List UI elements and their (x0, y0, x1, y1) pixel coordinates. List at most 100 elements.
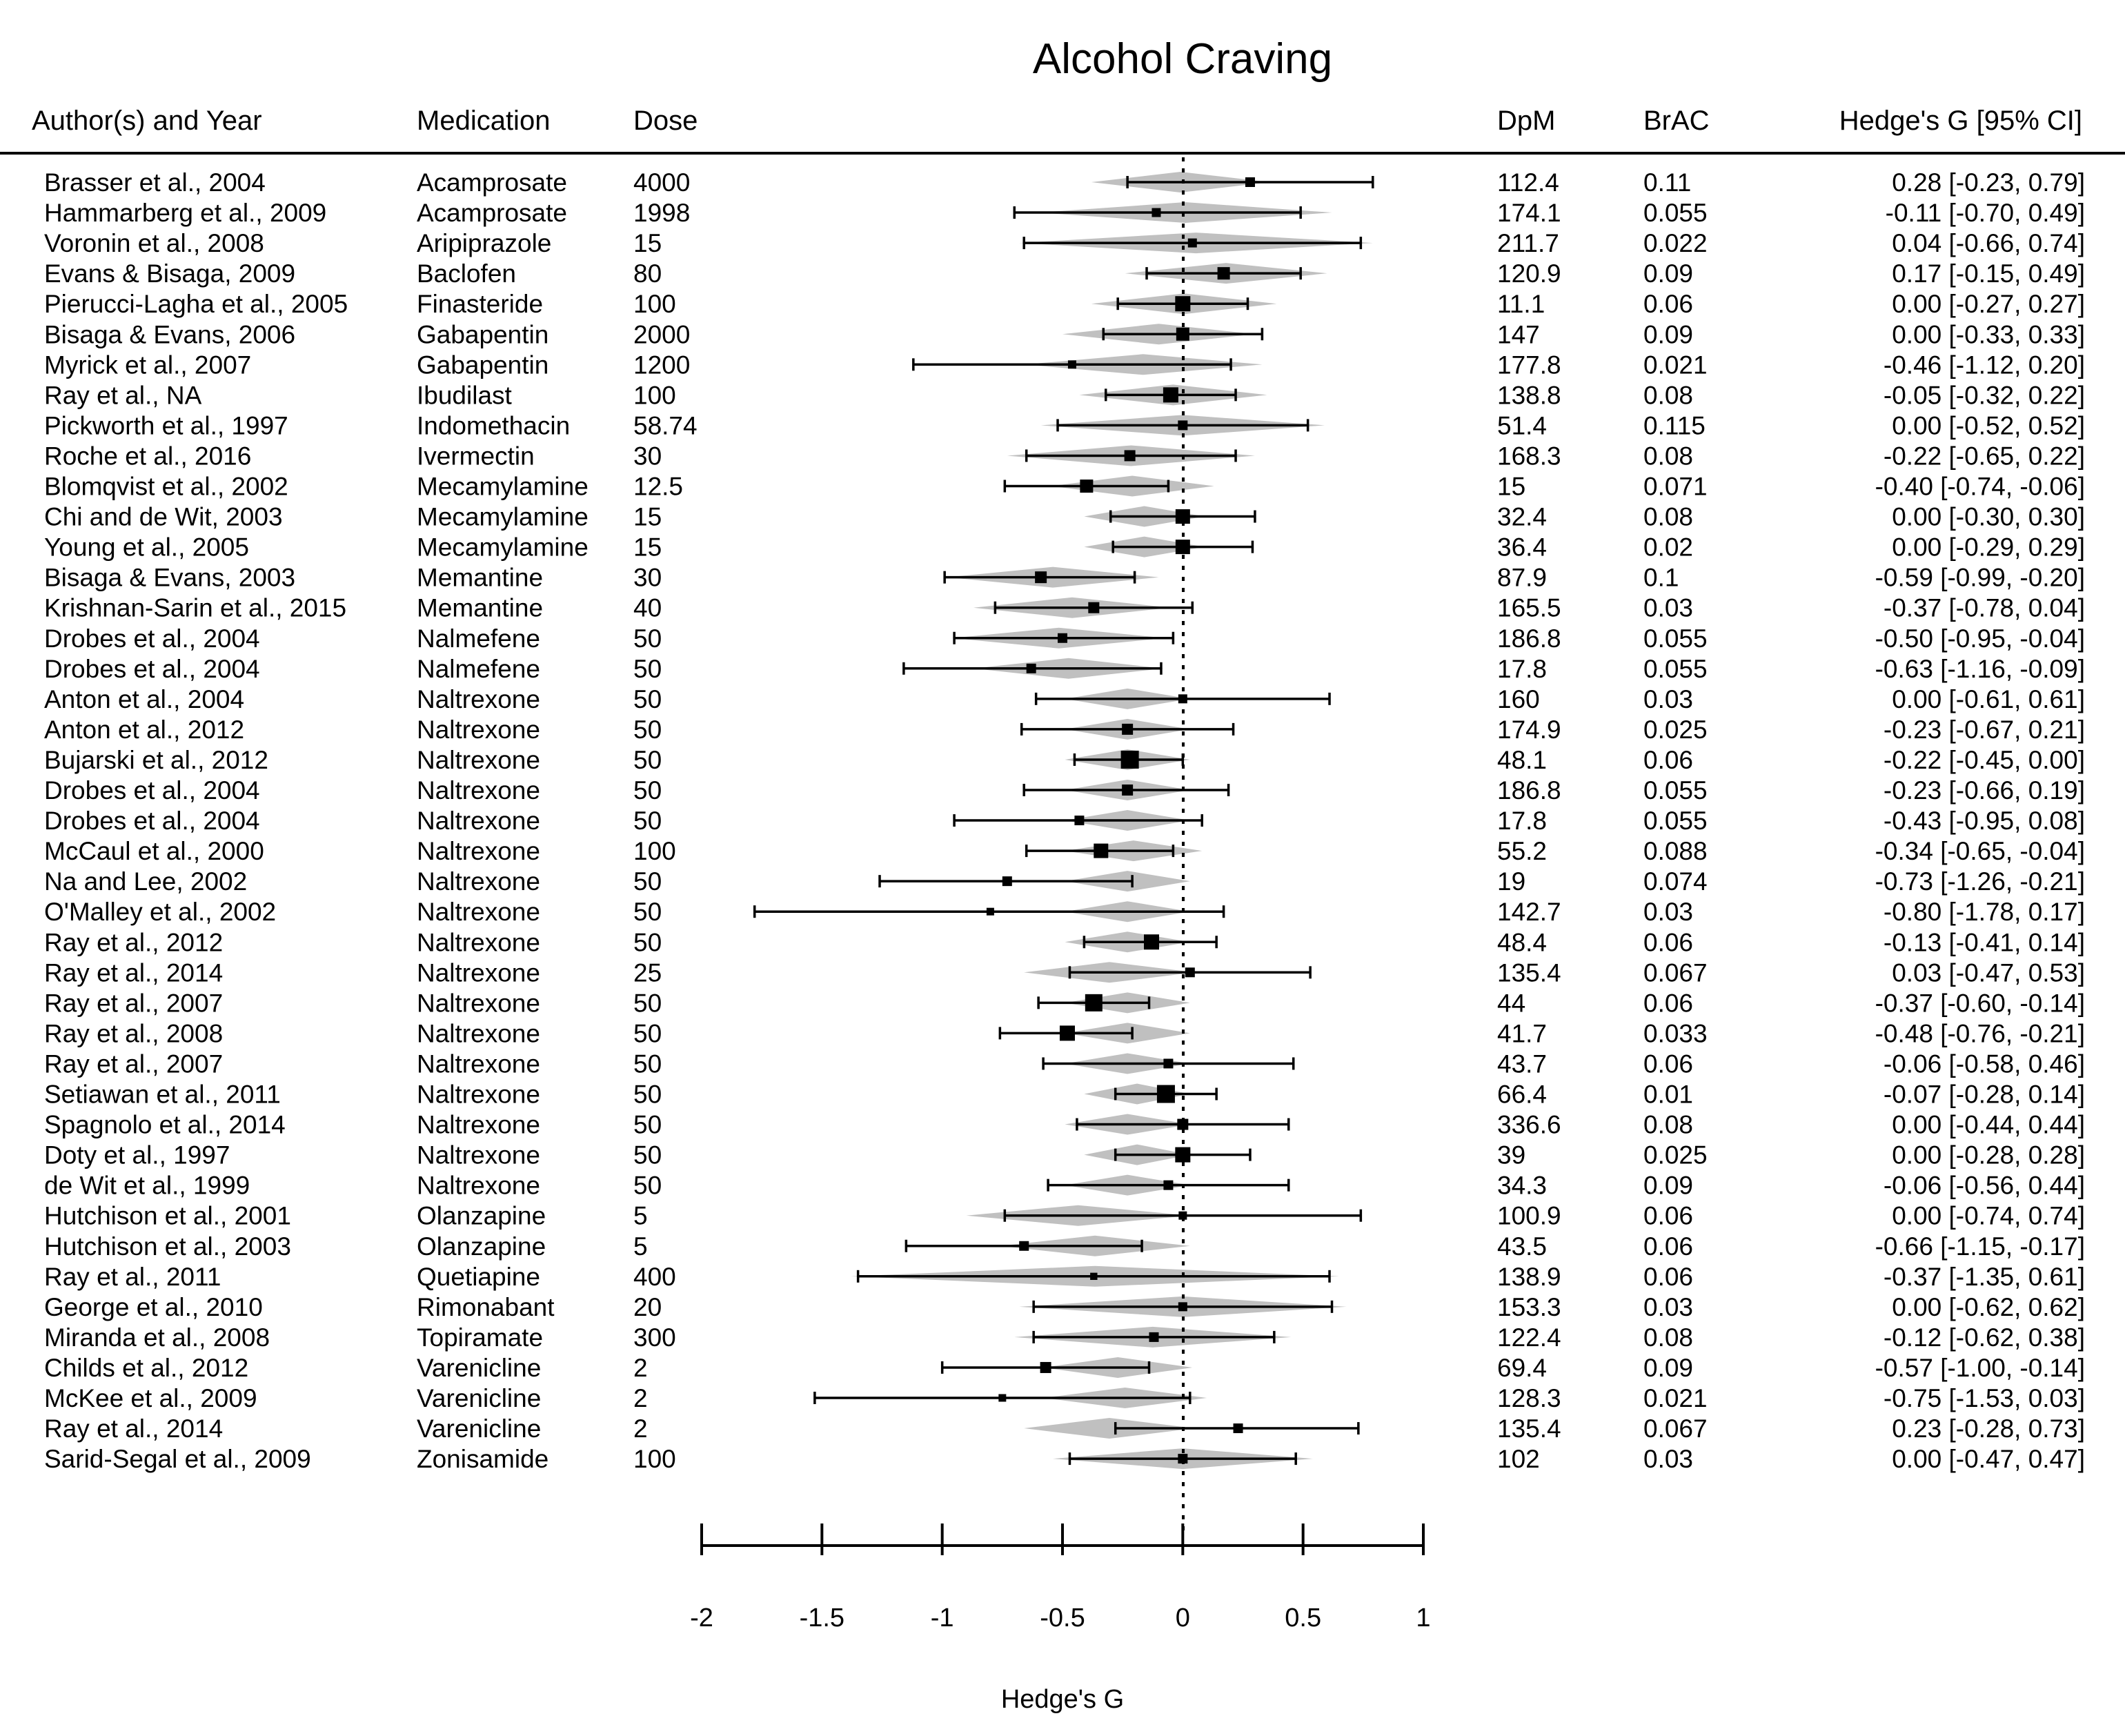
point-estimate (1177, 1118, 1189, 1130)
medication-label: Nalmefene (417, 624, 540, 653)
dose-label: 30 (633, 442, 662, 470)
dpm-label: 186.8 (1497, 624, 1561, 653)
point-estimate (1040, 1361, 1051, 1373)
author-label: Myrick et al., 2007 (44, 351, 251, 379)
brac-label: 0.08 (1643, 442, 1693, 470)
author-label: Brasser et al., 2004 (44, 168, 266, 197)
dose-label: 50 (633, 1019, 662, 1047)
x-tick-label: -1 (931, 1604, 954, 1633)
ci-label: -0.13 [-0.41, 0.14] (1884, 928, 2085, 956)
dpm-label: 87.9 (1497, 564, 1547, 592)
dpm-label: 69.4 (1497, 1354, 1547, 1382)
author-label: Hammarberg et al., 2009 (44, 199, 326, 227)
medication-label: Varenicline (417, 1384, 541, 1412)
brac-label: 0.055 (1643, 807, 1708, 835)
author-label: Pickworth et al., 1997 (44, 411, 288, 440)
medication-label: Aripiprazole (417, 229, 551, 257)
medication-label: Zonisamide (417, 1445, 548, 1473)
dpm-label: 51.4 (1497, 411, 1547, 440)
ci-label: -0.06 [-0.58, 0.46] (1884, 1049, 2085, 1078)
dose-label: 100 (633, 1445, 676, 1473)
x-tick-label: -2 (690, 1604, 713, 1633)
author-label: Roche et al., 2016 (44, 442, 251, 470)
x-tick-label: 0.5 (1285, 1604, 1321, 1633)
prediction-interval (1024, 1418, 1195, 1439)
point-estimate (1175, 296, 1191, 312)
dpm-label: 43.5 (1497, 1232, 1547, 1261)
author-label: Drobes et al., 2004 (44, 624, 260, 653)
header-dose: Dose (633, 106, 698, 136)
ci-label: -0.63 [-1.16, -0.09] (1875, 655, 2085, 683)
brac-label: 0.022 (1643, 229, 1708, 257)
dose-label: 50 (633, 716, 662, 744)
dose-label: 58.74 (633, 411, 698, 440)
dose-label: 50 (633, 1172, 662, 1200)
dpm-label: 112.4 (1497, 168, 1559, 197)
chart-title: Alcohol Craving (1033, 35, 1332, 83)
brac-label: 0.055 (1643, 199, 1708, 227)
point-estimate (1178, 420, 1188, 431)
medication-label: Naltrexone (417, 1172, 540, 1200)
dose-label: 15 (633, 229, 662, 257)
ci-label: 0.00 [-0.52, 0.52] (1892, 411, 2085, 440)
medication-label: Naltrexone (417, 685, 540, 713)
dpm-label: 17.8 (1497, 655, 1547, 683)
medication-label: Naltrexone (417, 807, 540, 835)
ci-label: -0.73 [-1.26, -0.21] (1875, 867, 2085, 896)
medication-label: Varenicline (417, 1354, 541, 1382)
medication-label: Naltrexone (417, 1081, 540, 1109)
brac-label: 0.09 (1643, 1354, 1693, 1382)
dpm-label: 138.8 (1497, 381, 1561, 409)
dose-label: 2 (633, 1354, 648, 1382)
medication-label: Naltrexone (417, 1049, 540, 1078)
dpm-label: 102 (1497, 1445, 1540, 1473)
point-estimate (1178, 1211, 1187, 1220)
dpm-label: 147 (1497, 320, 1540, 348)
author-label: Ray et al., 2008 (44, 1019, 223, 1047)
point-estimate (1152, 208, 1161, 217)
dose-label: 5 (633, 1202, 648, 1230)
author-label: Sarid-Segal et al., 2009 (44, 1445, 311, 1473)
author-label: Ray et al., 2007 (44, 1049, 223, 1078)
dpm-label: 142.7 (1497, 898, 1561, 926)
point-estimate (1163, 1180, 1174, 1190)
point-estimate (1122, 723, 1134, 735)
point-estimate (1175, 1147, 1191, 1163)
medication-label: Naltrexone (417, 958, 540, 987)
ci-label: -0.46 [-1.12, 0.20] (1884, 351, 2085, 379)
point-estimate (1163, 1058, 1174, 1069)
dpm-label: 211.7 (1497, 229, 1559, 257)
dpm-label: 41.7 (1497, 1019, 1547, 1047)
dose-label: 300 (633, 1323, 676, 1352)
author-label: Setiawan et al., 2011 (44, 1081, 281, 1109)
medication-label: Acamprosate (417, 168, 567, 197)
dose-label: 50 (633, 1111, 662, 1139)
brac-label: 0.021 (1643, 1384, 1708, 1412)
point-estimate (1178, 1454, 1188, 1464)
point-estimate (1002, 876, 1012, 887)
brac-label: 0.06 (1643, 290, 1693, 318)
ci-label: -0.75 [-1.53, 0.03] (1884, 1384, 2085, 1412)
brac-label: 0.067 (1643, 1414, 1708, 1443)
brac-label: 0.1 (1643, 564, 1679, 592)
ci-label: -0.37 [-0.78, 0.04] (1884, 594, 2085, 622)
ci-label: 0.00 [-0.30, 0.30] (1892, 503, 2085, 531)
medication-label: Indomethacin (417, 411, 570, 440)
dose-label: 50 (633, 989, 662, 1017)
author-label: Drobes et al., 2004 (44, 655, 260, 683)
point-estimate (1088, 602, 1100, 613)
point-estimate (1059, 1025, 1075, 1041)
medication-label: Naltrexone (417, 716, 540, 744)
author-label: Spagnolo et al., 2014 (44, 1111, 286, 1139)
ci-label: 0.00 [-0.47, 0.47] (1892, 1445, 2085, 1473)
dose-label: 50 (633, 655, 662, 683)
point-estimate (1178, 1302, 1187, 1312)
medication-label: Mecamylamine (417, 503, 589, 531)
author-label: Ray et al., 2012 (44, 928, 223, 956)
medication-label: Quetiapine (417, 1263, 540, 1291)
point-estimate (1019, 1241, 1029, 1251)
brac-label: 0.09 (1643, 320, 1693, 348)
author-label: Krishnan-Sarin et al., 2015 (44, 594, 346, 622)
point-estimate (1233, 1423, 1243, 1434)
